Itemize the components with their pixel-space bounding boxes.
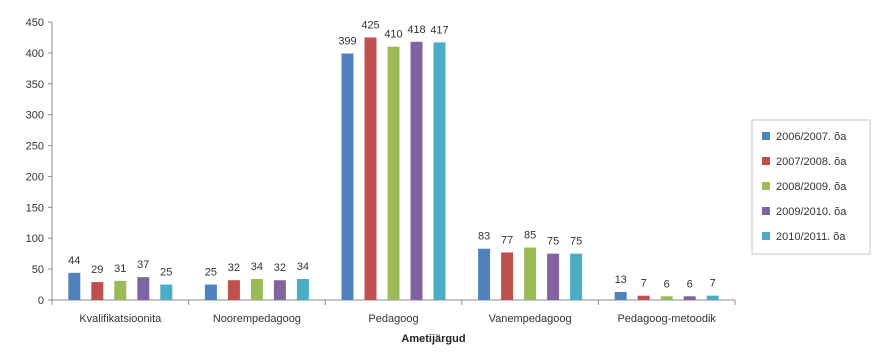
x-axis-title: Ametijärgud [401,333,465,345]
bars-group [68,37,719,301]
bar [478,248,491,300]
legend-swatch [762,157,770,165]
y-tick-label: 350 [26,79,44,91]
bar-value-label: 77 [501,234,513,246]
legend-swatch [762,207,770,215]
bar [660,296,673,300]
bar-value-label: 32 [274,262,286,274]
bar-value-label: 25 [205,267,217,279]
bar-value-label: 37 [137,259,149,271]
bar [706,295,719,300]
bar [273,280,286,300]
bar-value-label: 32 [228,262,240,274]
bar-value-label: 34 [297,261,309,273]
bar-value-label: 13 [615,274,627,286]
x-category-label: Kvalifikatsioonita [79,313,162,325]
bar [570,253,583,300]
y-tick-label: 200 [26,171,44,183]
legend-label: 2008/2009. õa [776,181,847,193]
bar [387,46,400,300]
y-tick-label: 50 [32,264,44,276]
bar-value-label: 418 [407,24,425,36]
bar [547,253,560,300]
bar-value-label: 6 [664,278,670,290]
bar-value-label: 7 [641,278,647,290]
x-category-label: Pedagoog [368,313,418,325]
bar-value-label: 417 [430,24,448,36]
y-tick-label: 100 [26,233,44,245]
bar-value-label: 399 [338,36,356,48]
bar-value-label: 6 [687,278,693,290]
bar [227,280,240,300]
bar-value-label: 31 [114,263,126,275]
bar [683,296,696,300]
bar [160,284,173,300]
y-tick-label: 0 [38,295,44,307]
bar-value-label: 85 [524,229,536,241]
bar [501,252,514,300]
y-tick-label: 400 [26,48,44,60]
bar [250,278,263,300]
x-category-label: Vanempedagoog [489,313,572,325]
legend: 2006/2007. õa 2007/2008. õa 2008/2009. õa 2… [751,119,871,255]
bar [137,277,150,300]
legend-swatch [762,182,770,190]
bar [410,41,423,300]
bar [364,37,377,300]
bar [296,278,309,300]
x-category-label: Pedagoog-metoodik [617,313,716,325]
y-tick-label: 450 [26,17,44,29]
bar-value-label: 425 [361,19,379,31]
y-tick-label: 250 [26,141,44,153]
bar-value-label: 75 [570,236,582,248]
bar [433,42,446,301]
bar [91,282,104,300]
bar-value-label: 29 [91,264,103,276]
y-axis: 0 50 100 150 200 250 300 350 400 450 [26,17,53,307]
y-tick-label: 300 [26,110,44,122]
bar-value-label: 410 [384,29,402,41]
bar [524,247,537,300]
bar-value-label: 83 [478,231,490,243]
legend-box [751,119,871,255]
bar-value-label: 34 [251,261,263,273]
bar-value-label: 25 [160,267,172,279]
bar [341,53,354,300]
bar [114,280,127,300]
legend-label: 2009/2010. õa [776,206,847,218]
bar-value-label: 7 [710,278,716,290]
legend-label: 2010/2011. õa [776,231,846,243]
bar-value-label: 75 [547,236,559,248]
bar [204,284,217,300]
legend-label: 2006/2007. õa [776,131,847,143]
legend-swatch [762,232,770,240]
y-tick-label: 150 [26,202,44,214]
bar-value-label: 44 [68,255,80,267]
legend-swatch [762,132,770,140]
bar [68,272,81,300]
bar [614,291,627,300]
legend-label: 2007/2008. õa [776,156,847,168]
bar [637,295,650,300]
x-category-label: Noorempedagoog [213,313,301,325]
